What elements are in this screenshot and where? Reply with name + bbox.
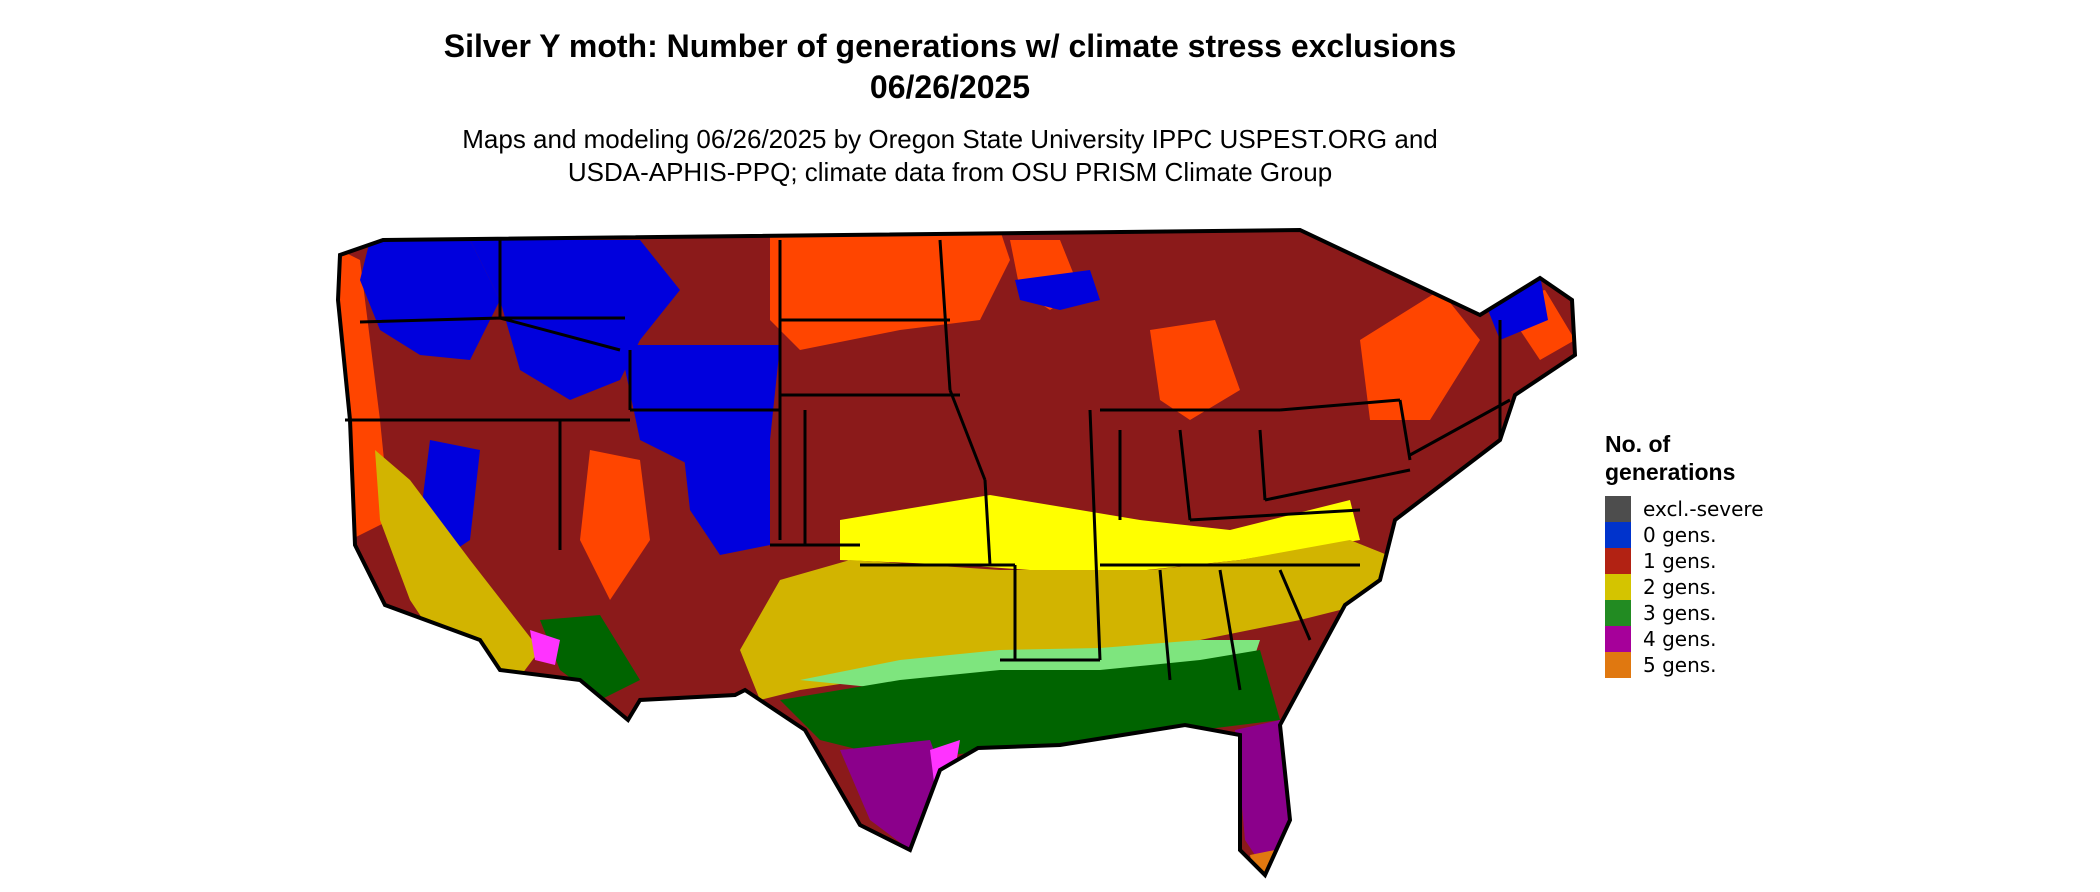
- map-subtitle-line2: USDA-APHIS-PPQ; climate data from OSU PR…: [567, 157, 1333, 187]
- legend-swatch: [1605, 522, 1631, 548]
- state-borders: [345, 239, 1511, 691]
- zone-gen0: [680, 410, 770, 555]
- zone-gen4_light: [530, 630, 560, 665]
- generation-zones: [338, 230, 1575, 875]
- legend-item: 0 gens.: [1605, 522, 1764, 548]
- legend-label: 4 gens.: [1643, 627, 1717, 651]
- legend-swatch: [1605, 626, 1631, 652]
- legend-swatch: [1605, 548, 1631, 574]
- zone-gen1_light: [580, 450, 650, 600]
- zone-gen1_light: [1360, 290, 1480, 420]
- zone-gen3_light: [800, 640, 1260, 690]
- legend-label: excl.-severe: [1643, 497, 1764, 521]
- legend-swatch: [1605, 600, 1631, 626]
- legend-item: 3 gens.: [1605, 600, 1764, 626]
- legend-label: 1 gens.: [1643, 549, 1717, 573]
- map-subtitle-line1: Maps and modeling 06/26/2025 by Oregon S…: [462, 124, 1438, 154]
- zone-gen2: [375, 450, 540, 690]
- legend-items: excl.-severe 0 gens. 1 gens. 2 gens. 3 gens.…: [1605, 496, 1764, 678]
- legend-title-line1: No. of: [1605, 431, 1671, 457]
- map-title: Silver Y moth: Number of generations w/ …: [443, 28, 1457, 64]
- legend-label: 5 gens.: [1643, 653, 1717, 677]
- legend-item: 1 gens.: [1605, 548, 1764, 574]
- legend-label: 0 gens.: [1643, 523, 1717, 547]
- zone-gen3: [540, 615, 640, 700]
- zone-gen4: [1235, 720, 1290, 870]
- legend-title: No. of generations: [1605, 430, 1764, 486]
- legend-item: 5 gens.: [1605, 652, 1764, 678]
- legend-swatch: [1605, 652, 1631, 678]
- legend-item: 2 gens.: [1605, 574, 1764, 600]
- legend-label: 2 gens.: [1643, 575, 1717, 599]
- legend-item: 4 gens.: [1605, 626, 1764, 652]
- legend-item: excl.-severe: [1605, 496, 1764, 522]
- legend-swatch: [1605, 496, 1631, 522]
- legend-swatch: [1605, 574, 1631, 600]
- zone-gen2_light: [840, 495, 1360, 575]
- zone-gen0: [1015, 270, 1100, 310]
- legend-label: 3 gens.: [1643, 601, 1717, 625]
- zone-gen0: [360, 240, 500, 360]
- map-date: 06/26/2025: [869, 69, 1031, 105]
- legend: No. of generations excl.-severe 0 gens. 1 …: [1605, 430, 1764, 678]
- legend-title-line2: generations: [1605, 459, 1736, 485]
- zone-gen1_light: [1150, 320, 1240, 420]
